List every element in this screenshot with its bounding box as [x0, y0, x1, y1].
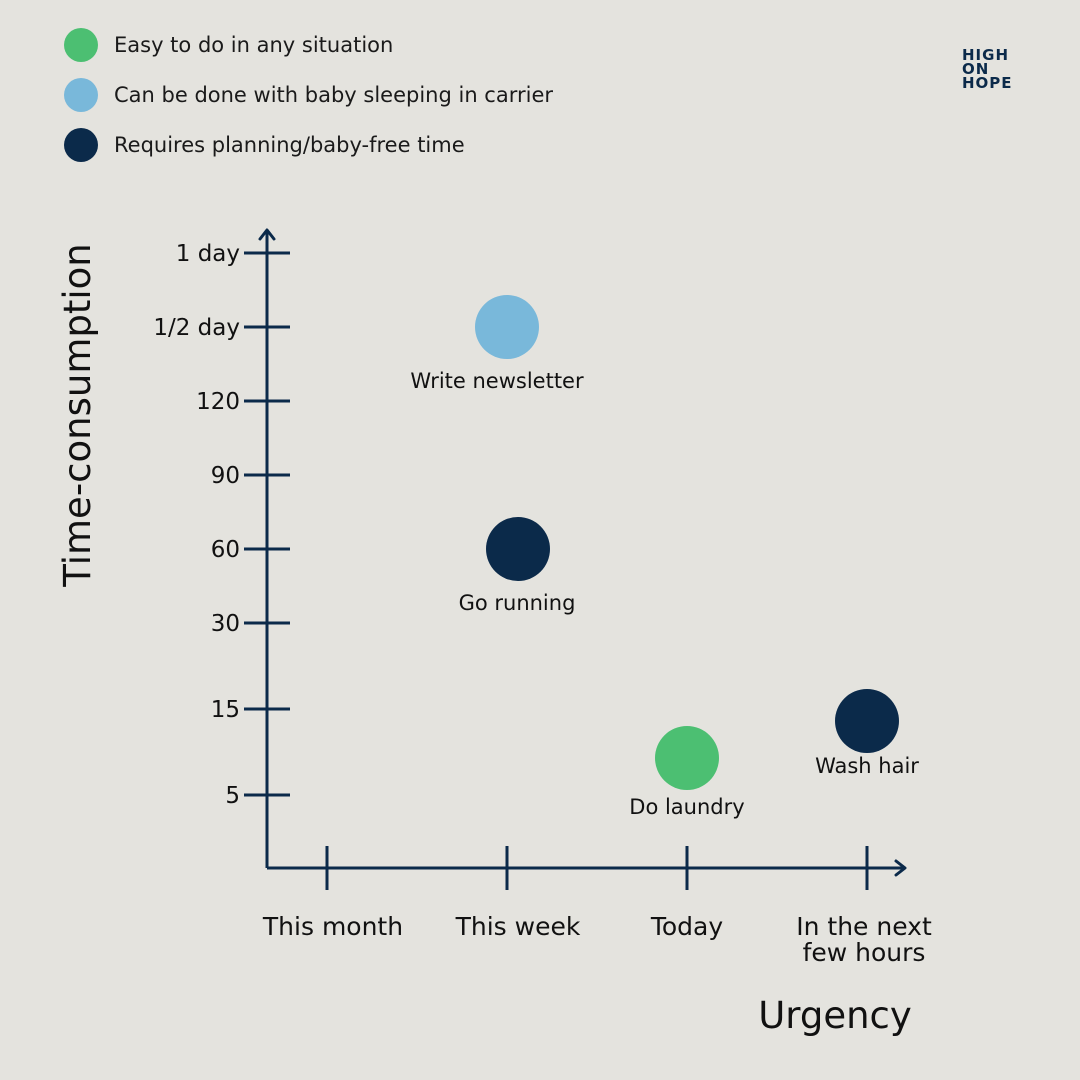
data-point-label: Wash hair [815, 754, 919, 778]
y-tick-label: 120 [196, 389, 240, 415]
y-tick-label: 30 [211, 611, 240, 637]
data-point-label: Go running [459, 591, 576, 615]
x-axis-title: Urgency [758, 994, 912, 1037]
y-tick-label: 1 day [176, 241, 240, 267]
logo-line-3: HOPE [962, 74, 1013, 92]
x-tick-label: This month [262, 912, 403, 941]
logo-line-2: ON [962, 60, 990, 78]
legend-label: Easy to do in any situation [114, 33, 394, 57]
y-tick-label: 15 [211, 697, 240, 723]
x-tick-label: This week [455, 912, 581, 941]
y-axis-title: Time-consumption [56, 243, 99, 587]
y-tick-label: 90 [211, 463, 240, 489]
data-point [475, 295, 539, 359]
light-blue-circle-icon [64, 78, 98, 112]
data-point [835, 689, 899, 753]
x-axis-arrow-icon [894, 859, 907, 877]
data-point [486, 517, 550, 581]
logo-line-1: HIGH [962, 46, 1010, 64]
x-tick-label: Today [650, 912, 724, 941]
x-tick-label: In the next few hours [796, 912, 932, 967]
legend-label: Requires planning/baby-free time [114, 133, 465, 157]
green-circle-icon [64, 28, 98, 62]
data-point-label: Do laundry [629, 795, 744, 819]
data-point-label: Write newsletter [410, 369, 584, 393]
navy-circle-icon [64, 128, 98, 162]
brand-logo: HIGH ON HOPE [962, 46, 1013, 92]
y-axis-arrow-icon [258, 228, 276, 241]
y-tick-label: 60 [211, 537, 240, 563]
legend-label: Can be done with baby sleeping in carrie… [114, 83, 554, 107]
data-point [655, 726, 719, 790]
y-tick-label: 5 [225, 783, 240, 809]
y-tick-label: 1/2 day [153, 315, 240, 341]
